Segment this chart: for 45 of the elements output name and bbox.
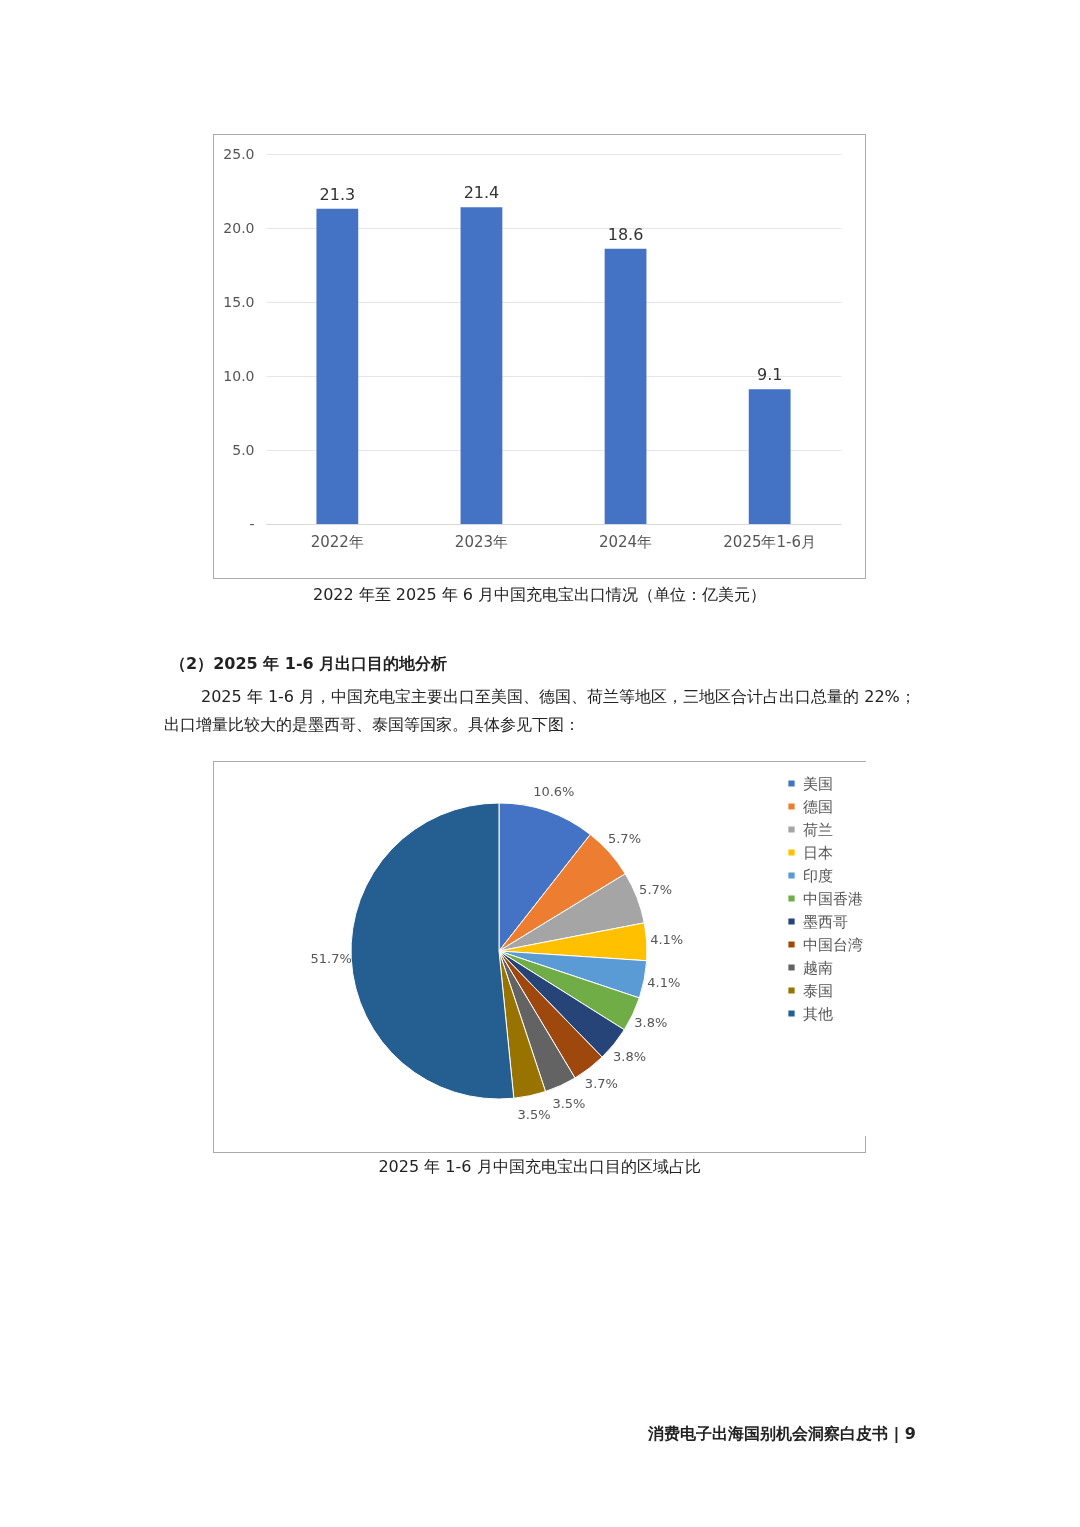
text: 2025 年 1-6 月中国充电宝出口目的区域占比 — [377, 1157, 702, 1178]
text: 2025 年 1-6 月，中国充电宝主要出口至美国、德国、荷兰等地区，三地区合计占出口总量的 22%；出口增量比较大的是墨西哥、泰国等国家。具体参见下图： — [164, 686, 917, 736]
y-tick-label: 5.0 — [232, 441, 255, 458]
bar — [460, 207, 503, 524]
legend-label: 墨西哥 — [803, 912, 848, 931]
data-label: 3.5% — [552, 1095, 586, 1111]
legend-label: 日本 — [803, 843, 833, 862]
bar — [316, 208, 359, 524]
x-tick-label: 2023年 — [454, 532, 509, 551]
data-label: 3.8% — [634, 1014, 668, 1030]
legend-label: 泰国 — [803, 981, 833, 1000]
data-label: 9.1 — [756, 365, 783, 385]
data-label: 4.1% — [647, 975, 681, 991]
data-label: 18.6 — [607, 224, 644, 244]
legend-label: 荷兰 — [803, 820, 833, 839]
data-label: 5.7% — [639, 882, 673, 898]
data-label: 51.7% — [310, 951, 352, 967]
text: （2）2025 年 1-6 月出口目的地分析 — [170, 654, 448, 675]
text: 消费电子出海国别机会洞察白皮书 | 9 — [647, 1424, 916, 1445]
x-tick-label: 2022年 — [310, 532, 364, 551]
legend-label: 中国香港 — [803, 889, 863, 908]
bar — [748, 389, 791, 524]
legend-label: 其他 — [803, 1004, 833, 1023]
legend-label: 印度 — [803, 866, 833, 885]
data-label: 5.7% — [607, 831, 641, 847]
data-label: 3.8% — [613, 1048, 647, 1064]
data-label: 3.5% — [517, 1107, 551, 1123]
legend-label: 美国 — [803, 774, 833, 793]
data-label: 21.4 — [463, 183, 500, 203]
legend-label: 德国 — [803, 797, 833, 816]
y-tick-label: 10.0 — [223, 367, 255, 384]
text: 2022 年至 2025 年 6 月中国充电宝出口情况（单位：亿美元） — [311, 585, 767, 606]
y-tick-label: 25.0 — [223, 145, 255, 162]
y-tick-label: - — [249, 515, 255, 532]
data-label: 4.1% — [650, 932, 684, 948]
x-tick-label: 2025年1-6月 — [723, 532, 817, 551]
data-label: 3.7% — [584, 1076, 618, 1092]
data-label: 21.3 — [319, 184, 356, 204]
legend-label: 中国台湾 — [803, 935, 863, 954]
data-label: 10.6% — [533, 784, 575, 800]
legend-label: 越南 — [803, 958, 833, 977]
y-tick-label: 20.0 — [223, 219, 255, 236]
x-tick-label: 2024年 — [598, 532, 653, 551]
y-tick-label: 15.0 — [223, 293, 255, 310]
bar — [604, 248, 647, 524]
